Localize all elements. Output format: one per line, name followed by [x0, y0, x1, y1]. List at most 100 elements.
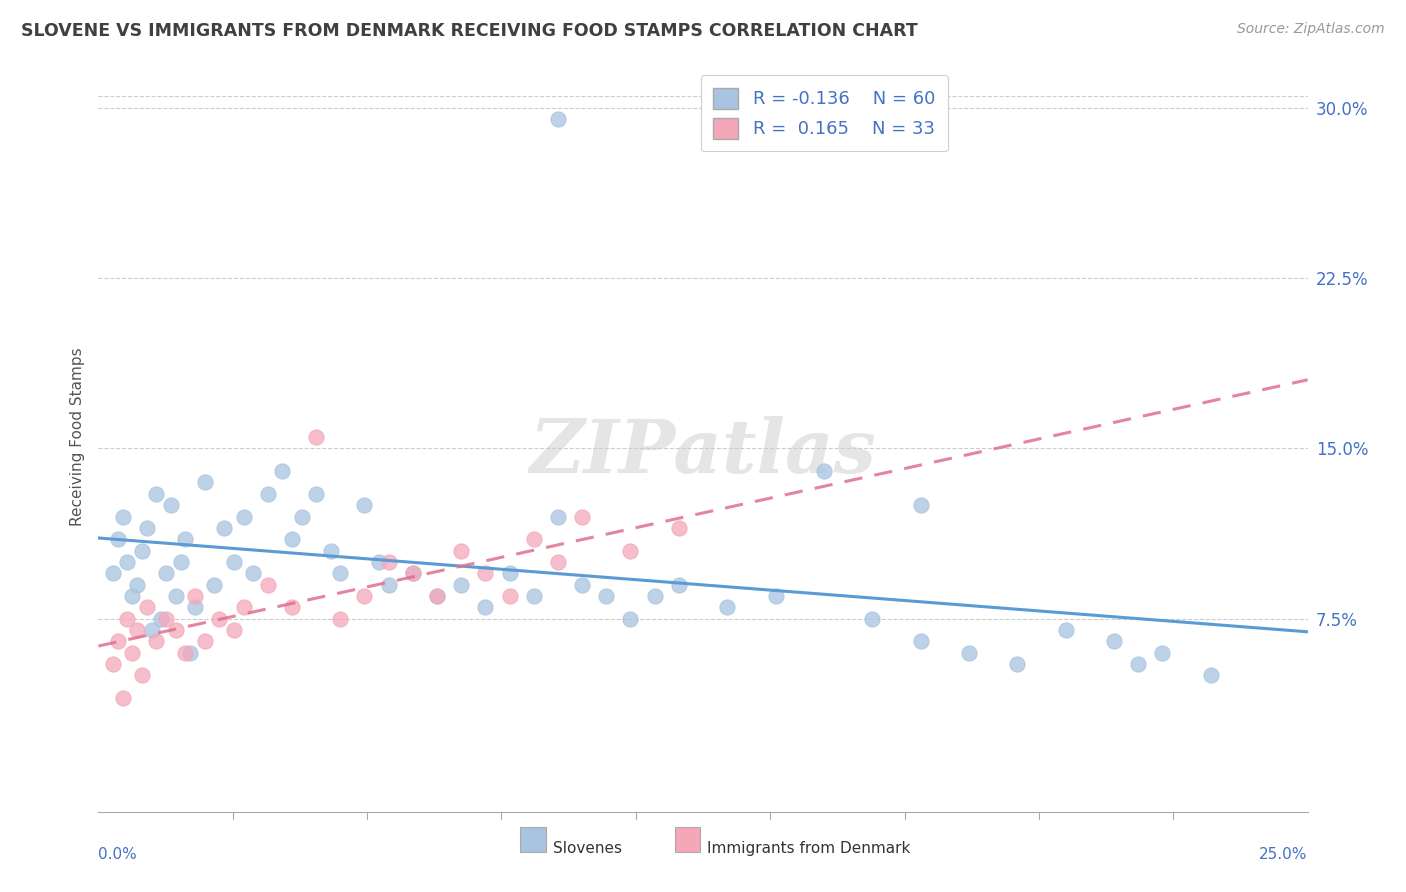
Point	[426, 589, 449, 603]
Point	[179, 646, 201, 660]
Point	[121, 589, 143, 603]
Point	[194, 475, 217, 490]
Point	[957, 646, 980, 660]
Point	[204, 577, 226, 591]
Point	[131, 668, 153, 682]
Point	[1007, 657, 1029, 672]
Point	[498, 589, 520, 603]
Point	[127, 623, 149, 637]
Point	[426, 589, 449, 603]
Point	[165, 623, 187, 637]
Point	[141, 623, 163, 637]
Point	[281, 533, 304, 547]
Text: 0.0%: 0.0%	[98, 847, 138, 863]
Point	[644, 589, 666, 603]
Point	[145, 634, 167, 648]
Point	[353, 498, 375, 512]
Point	[155, 566, 177, 581]
Point	[121, 646, 143, 660]
Point	[184, 589, 207, 603]
Point	[353, 589, 375, 603]
Point	[368, 555, 391, 569]
Point	[111, 509, 134, 524]
Point	[242, 566, 264, 581]
Y-axis label: Receiving Food Stamps: Receiving Food Stamps	[69, 348, 84, 526]
Point	[619, 543, 641, 558]
Point	[174, 533, 197, 547]
Point	[474, 566, 496, 581]
Point	[813, 464, 835, 478]
Point	[232, 600, 254, 615]
Point	[1128, 657, 1150, 672]
Point	[135, 600, 157, 615]
Point	[450, 543, 472, 558]
Point	[160, 498, 183, 512]
Point	[150, 612, 173, 626]
Point	[107, 533, 129, 547]
Point	[101, 657, 124, 672]
Point	[547, 555, 569, 569]
Point	[402, 566, 425, 581]
Point	[281, 600, 304, 615]
Point	[1102, 634, 1125, 648]
Point	[169, 555, 191, 569]
Point	[256, 577, 278, 591]
Point	[117, 555, 139, 569]
Point	[208, 612, 231, 626]
Point	[668, 577, 690, 591]
Point	[131, 543, 153, 558]
Text: Immigrants from Denmark: Immigrants from Denmark	[707, 841, 911, 855]
Point	[319, 543, 342, 558]
Text: 25.0%: 25.0%	[1260, 847, 1308, 863]
Point	[523, 589, 546, 603]
Point	[910, 634, 932, 648]
Point	[107, 634, 129, 648]
Text: Slovenes: Slovenes	[553, 841, 621, 855]
Point	[174, 646, 197, 660]
Point	[716, 600, 738, 615]
Point	[619, 612, 641, 626]
Point	[571, 577, 593, 591]
Text: Source: ZipAtlas.com: Source: ZipAtlas.com	[1237, 22, 1385, 37]
Point	[305, 430, 328, 444]
Point	[377, 577, 399, 591]
Point	[256, 487, 278, 501]
Text: ZIPatlas: ZIPatlas	[530, 416, 876, 488]
Point	[232, 509, 254, 524]
Point	[910, 498, 932, 512]
Point	[194, 634, 217, 648]
Legend: R = -0.136    N = 60, R =  0.165    N = 33: R = -0.136 N = 60, R = 0.165 N = 33	[700, 75, 948, 152]
Point	[111, 691, 134, 706]
Point	[498, 566, 520, 581]
Point	[305, 487, 328, 501]
Point	[450, 577, 472, 591]
Point	[222, 623, 245, 637]
Point	[329, 566, 352, 581]
Point	[765, 589, 787, 603]
Point	[101, 566, 124, 581]
Point	[1152, 646, 1174, 660]
Point	[547, 112, 569, 127]
Point	[329, 612, 352, 626]
Text: SLOVENE VS IMMIGRANTS FROM DENMARK RECEIVING FOOD STAMPS CORRELATION CHART: SLOVENE VS IMMIGRANTS FROM DENMARK RECEI…	[21, 22, 918, 40]
Point	[155, 612, 177, 626]
Point	[271, 464, 294, 478]
Point	[547, 509, 569, 524]
Point	[212, 521, 235, 535]
Point	[222, 555, 245, 569]
Point	[165, 589, 187, 603]
Point	[184, 600, 207, 615]
Point	[1054, 623, 1077, 637]
Point	[860, 612, 883, 626]
Point	[290, 509, 312, 524]
Point	[377, 555, 399, 569]
Point	[523, 533, 546, 547]
Point	[1199, 668, 1222, 682]
Point	[145, 487, 167, 501]
Point	[571, 509, 593, 524]
Point	[117, 612, 139, 626]
Point	[474, 600, 496, 615]
Point	[127, 577, 149, 591]
Point	[402, 566, 425, 581]
Point	[135, 521, 157, 535]
